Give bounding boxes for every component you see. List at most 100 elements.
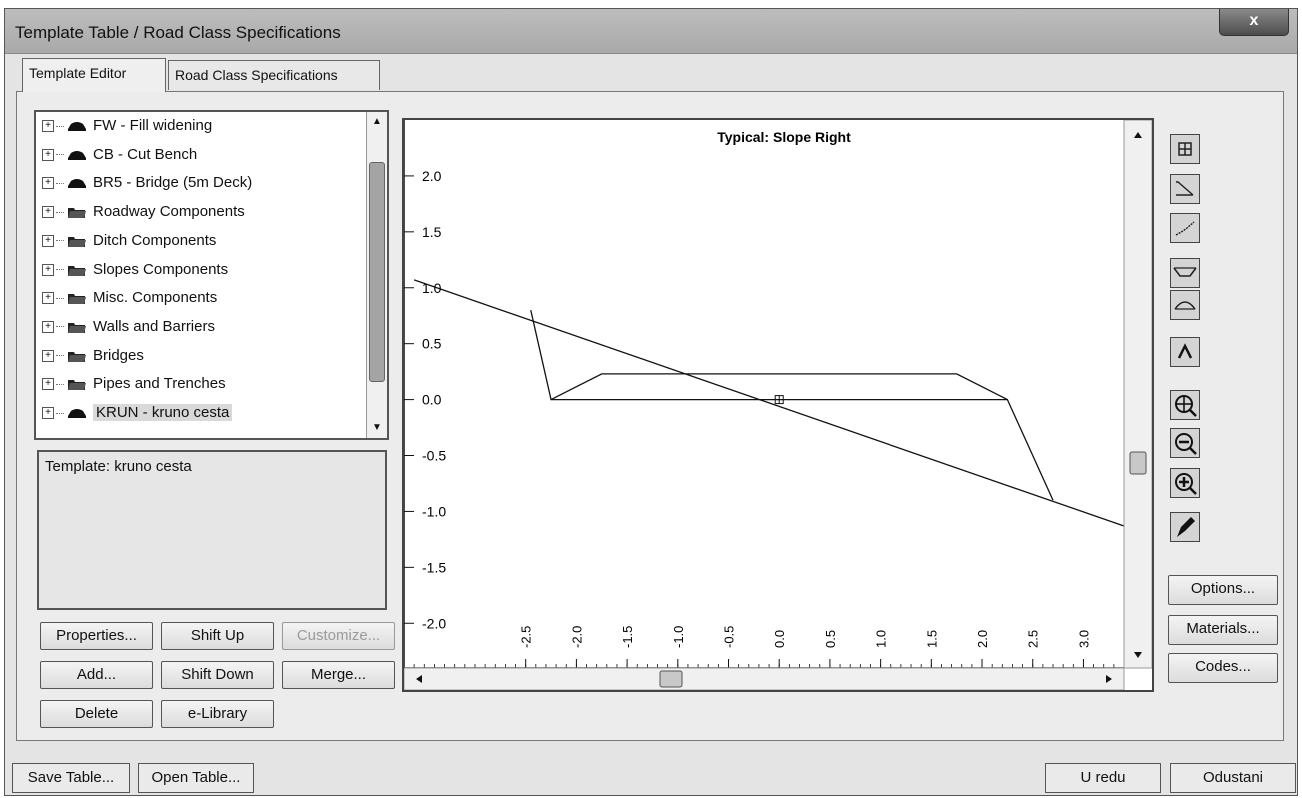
scroll-down-icon[interactable] <box>1134 652 1142 658</box>
expand-icon[interactable]: + <box>42 292 54 305</box>
close-icon: x <box>1249 12 1259 29</box>
scroll-left-icon[interactable] <box>416 675 422 683</box>
tree-scroll-thumb[interactable] <box>369 162 385 382</box>
scroll-track[interactable] <box>404 667 1125 690</box>
cancel-button[interactable]: Odustani <box>1170 763 1296 793</box>
save-table-button[interactable]: Save Table... <box>12 763 130 793</box>
tree-item[interactable]: + Bridges <box>42 344 342 368</box>
tree-item[interactable]: + Slopes Components <box>42 258 342 282</box>
e-library-button[interactable]: e-Library <box>161 700 274 728</box>
expand-icon[interactable]: + <box>42 120 54 133</box>
crown-button[interactable] <box>1170 337 1200 367</box>
folder-icon <box>67 203 93 220</box>
template-tree[interactable]: + KRUN - kruno cesta + Pipes and Trenches + B… <box>34 110 389 440</box>
draw-line-button[interactable] <box>1170 512 1200 542</box>
tree-connector <box>56 326 64 328</box>
tree-item[interactable]: + Walls and Barriers <box>42 315 342 339</box>
cut-slope-button[interactable] <box>1170 213 1200 243</box>
expand-icon[interactable]: + <box>42 206 54 219</box>
ditch-button[interactable] <box>1170 258 1200 288</box>
ok-button[interactable]: U redu <box>1045 763 1161 793</box>
x-tick-label: -1.0 <box>671 626 686 648</box>
chart-vertical-scrollbar[interactable] <box>1123 120 1152 669</box>
tree-item-label: Slopes Components <box>93 260 229 278</box>
y-tick-label: -2.0 <box>422 615 446 631</box>
expand-icon[interactable]: + <box>42 378 54 391</box>
slope-up-icon <box>1175 221 1195 236</box>
template-icon <box>67 146 93 163</box>
tree-scrollbar[interactable]: ▲ ▼ <box>366 112 387 438</box>
description-text: Template: kruno cesta <box>45 458 192 475</box>
chart-h-scroll-thumb[interactable] <box>659 670 683 688</box>
scroll-track[interactable] <box>1123 120 1152 669</box>
tree-item[interactable]: + BR5 - Bridge (5m Deck) <box>42 171 342 195</box>
x-tick-label: 3.0 <box>1076 630 1091 648</box>
scroll-up-icon[interactable] <box>1134 132 1142 138</box>
template-icon <box>67 404 93 421</box>
y-tick-label: -1.5 <box>422 559 446 575</box>
merge-button[interactable]: Merge... <box>282 661 395 689</box>
scroll-up-icon[interactable]: ▲ <box>372 116 382 127</box>
codes-button[interactable]: Codes... <box>1168 653 1278 683</box>
folder-icon <box>67 232 93 249</box>
x-tick-label: 2.0 <box>975 630 990 648</box>
tree-connector <box>56 154 64 156</box>
chart-v-scroll-thumb[interactable] <box>1129 451 1147 475</box>
properties-button[interactable]: Properties... <box>40 622 153 650</box>
tree-item[interactable]: + Pipes and Trenches <box>42 372 342 396</box>
folder-icon <box>67 318 93 335</box>
template-preview-panel: Typical: Slope Right 2.0 1.5 1.0 0.5 0.0 -0.5 -… <box>402 118 1154 692</box>
expand-icon[interactable]: + <box>42 320 54 333</box>
tree-item[interactable]: + KRUN - kruno cesta <box>42 401 342 425</box>
tree-connector <box>56 125 64 127</box>
x-tick-label: 1.0 <box>874 630 889 648</box>
fill-slope-button[interactable] <box>1170 174 1200 204</box>
expand-icon[interactable]: + <box>42 263 54 276</box>
zoom-in-button[interactable] <box>1170 468 1200 498</box>
tab-template-editor[interactable]: Template Editor <box>22 58 166 92</box>
zoom-out-button[interactable] <box>1170 428 1200 458</box>
tree-item-label: KRUN - kruno cesta <box>93 404 233 421</box>
expand-icon[interactable]: + <box>42 177 54 190</box>
tab-road-class-specifications[interactable]: Road Class Specifications <box>168 60 380 90</box>
grid-toggle-button[interactable] <box>1170 134 1200 164</box>
expand-icon[interactable]: + <box>42 349 54 362</box>
tree-item-label: Roadway Components <box>93 203 245 221</box>
delete-button[interactable]: Delete <box>40 700 153 728</box>
expand-icon[interactable]: + <box>42 234 54 247</box>
y-tick-label: 0.0 <box>422 392 442 408</box>
x-tick-label: -2.0 <box>569 626 584 648</box>
chart-horizontal-scrollbar[interactable] <box>404 667 1125 690</box>
zoom-out-icon <box>1175 433 1197 455</box>
tree-item[interactable]: + Misc. Components <box>42 286 342 310</box>
x-tick-label: 2.5 <box>1026 630 1041 648</box>
tree-connector <box>56 383 64 385</box>
tree-item-label: Misc. Components <box>93 289 218 307</box>
add-button[interactable]: Add... <box>40 661 153 689</box>
materials-button[interactable]: Materials... <box>1168 615 1278 645</box>
tree-item-label: Walls and Barriers <box>93 317 215 335</box>
shift-down-button[interactable]: Shift Down <box>161 661 274 689</box>
tree-item[interactable]: + Ditch Components <box>42 229 342 253</box>
template-preview-chart[interactable]: Typical: Slope Right 2.0 1.5 1.0 0.5 0.0 -0.5 -… <box>404 120 1152 690</box>
pan-button[interactable] <box>1170 390 1200 420</box>
tree-item-label: CB - Cut Bench <box>93 145 198 163</box>
options-button[interactable]: Options... <box>1168 575 1278 605</box>
ditch-icon <box>1173 267 1197 277</box>
shift-up-button[interactable]: Shift Up <box>161 622 274 650</box>
folder-icon <box>67 347 93 364</box>
scroll-down-icon[interactable]: ▼ <box>372 422 382 433</box>
template-line <box>550 373 1008 401</box>
close-button[interactable]: x <box>1219 9 1289 36</box>
open-table-button[interactable]: Open Table... <box>138 763 254 793</box>
expand-icon[interactable]: + <box>42 407 54 420</box>
tree-connector <box>56 269 64 271</box>
template-icon <box>67 117 93 134</box>
expand-icon[interactable]: + <box>42 148 54 161</box>
hump-button[interactable] <box>1170 290 1200 320</box>
tree-item[interactable]: + Roadway Components <box>42 200 342 224</box>
tree-item[interactable]: + FW - Fill widening <box>42 114 342 138</box>
scroll-right-icon[interactable] <box>1106 675 1112 683</box>
tree-item[interactable]: + CB - Cut Bench <box>42 143 342 167</box>
customize-button[interactable]: Customize... <box>282 622 395 650</box>
